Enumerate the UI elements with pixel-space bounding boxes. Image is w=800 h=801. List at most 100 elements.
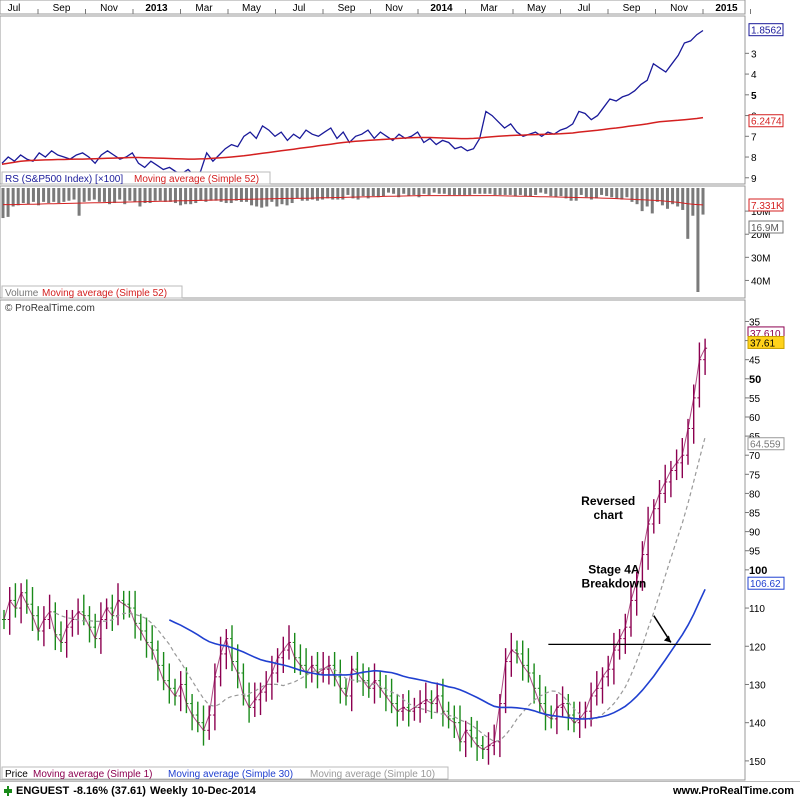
volume-bar bbox=[11, 188, 15, 207]
volume-legend-label: Volume bbox=[5, 288, 39, 299]
volume-bar bbox=[645, 188, 649, 207]
volume-panel-frame bbox=[0, 185, 746, 299]
volume-bar bbox=[650, 188, 654, 214]
volume-bar bbox=[427, 188, 431, 195]
price-tick-label: 140 bbox=[749, 719, 766, 730]
rs-last-value: 1.8562 bbox=[751, 26, 782, 37]
price-tick-label: 35 bbox=[749, 317, 761, 328]
volume-bar bbox=[392, 188, 396, 194]
price-tick-label: 95 bbox=[749, 547, 761, 558]
price-tick-label: 75 bbox=[749, 470, 761, 481]
candlestick-icon bbox=[4, 786, 12, 796]
volume-bar bbox=[442, 188, 446, 194]
volume-bar bbox=[366, 188, 370, 199]
volume-bar bbox=[437, 188, 441, 194]
volume-bar bbox=[133, 188, 137, 202]
volume-bar bbox=[488, 188, 492, 194]
price-panel-frame bbox=[0, 299, 746, 781]
ma-simple-10-last-value-box bbox=[747, 437, 785, 451]
volume-bar bbox=[468, 188, 472, 195]
volume-bar bbox=[483, 188, 487, 194]
time-axis-label: Sep bbox=[53, 3, 71, 14]
volume-bar bbox=[57, 188, 61, 204]
volume-bar bbox=[523, 188, 527, 197]
volume-bar bbox=[630, 188, 634, 202]
volume-bar bbox=[473, 188, 477, 194]
volume-bar bbox=[26, 188, 30, 205]
volume-bar bbox=[153, 188, 157, 201]
volume-bar bbox=[1, 188, 5, 219]
footer-url[interactable]: www.ProRealTime.com bbox=[672, 785, 794, 797]
time-axis-label: May bbox=[242, 3, 261, 14]
rs-panel-frame bbox=[0, 15, 746, 185]
time-axis-label: Jul bbox=[578, 3, 591, 14]
price-legend-box bbox=[1, 766, 449, 780]
price-legend-label: Moving average (Simple 1) bbox=[33, 769, 153, 780]
time-axis-label: Nov bbox=[100, 3, 118, 14]
volume-bar bbox=[67, 188, 71, 201]
volume-bar bbox=[346, 188, 350, 195]
volume-bar bbox=[625, 188, 629, 198]
price-tick-label: 150 bbox=[749, 757, 766, 768]
volume-bar bbox=[605, 188, 609, 197]
volume-bar bbox=[143, 188, 147, 204]
volume-bar bbox=[336, 188, 340, 200]
volume-bar bbox=[214, 188, 218, 201]
volume-bar bbox=[397, 188, 401, 198]
volume-ma-last-value: 7.331K bbox=[751, 201, 783, 212]
volume-bar bbox=[37, 188, 41, 206]
volume-bar bbox=[463, 188, 467, 195]
volume-bar bbox=[620, 188, 624, 200]
volume-bar bbox=[326, 188, 330, 199]
volume-bar bbox=[265, 188, 269, 207]
volume-tick-label: 40M bbox=[751, 276, 770, 287]
volume-bar bbox=[123, 188, 127, 205]
volume-bar bbox=[412, 188, 416, 195]
price-line bbox=[3, 347, 706, 751]
rs-legend-label: RS (S&P500 Index) [×100] bbox=[5, 174, 123, 185]
volume-bar bbox=[544, 188, 548, 194]
time-axis-label: 2013 bbox=[145, 3, 168, 14]
price-legend-label: Moving average (Simple 30) bbox=[168, 769, 293, 780]
volume-bar bbox=[341, 188, 345, 200]
chart-svg: Jul Sep Nov 2013 Mar May Jul Sep Nov 2014 Mar May Ju… bbox=[0, 0, 785, 781]
volume-bar bbox=[529, 188, 533, 197]
volume-bar bbox=[21, 188, 25, 204]
time-axis-label: Jul bbox=[8, 3, 21, 14]
price-last-value-box bbox=[747, 335, 785, 349]
volume-bar bbox=[600, 188, 604, 195]
ma-simple-1-last-value: 37.610 bbox=[750, 329, 781, 340]
volume-bar bbox=[498, 188, 502, 195]
volume-bar bbox=[676, 188, 680, 207]
volume-bar bbox=[6, 188, 10, 217]
volume-bar bbox=[300, 188, 304, 201]
volume-bar bbox=[447, 188, 451, 195]
volume-bar bbox=[559, 188, 563, 197]
volume-tick-label: 20M bbox=[751, 230, 770, 241]
volume-bar bbox=[275, 188, 279, 207]
price-tick-label: 70 bbox=[749, 451, 761, 462]
volume-bar bbox=[260, 188, 264, 208]
volume-bar bbox=[113, 188, 117, 204]
volume-bar bbox=[295, 188, 299, 199]
volume-bar bbox=[635, 188, 639, 205]
volume-bar bbox=[671, 188, 675, 205]
volume-tick-label: 10M bbox=[751, 207, 770, 218]
volume-bar bbox=[549, 188, 553, 197]
volume-bar bbox=[189, 188, 193, 205]
volume-bar bbox=[534, 188, 538, 195]
price-last-value: 37.61 bbox=[750, 338, 775, 349]
ma-simple-30-last-value-box bbox=[747, 576, 785, 590]
volume-bar bbox=[310, 188, 314, 200]
volume-bar bbox=[92, 188, 96, 200]
volume-bar bbox=[163, 188, 167, 202]
chart-annotation-text: Reversed bbox=[581, 494, 635, 508]
volume-bar bbox=[290, 188, 294, 204]
volume-bar bbox=[432, 188, 436, 193]
volume-bar bbox=[173, 188, 177, 204]
volume-ma-line bbox=[3, 195, 704, 206]
volume-bar bbox=[250, 188, 254, 206]
time-axis-label: Mar bbox=[480, 3, 498, 14]
volume-bar bbox=[513, 188, 517, 197]
rs-ma-last-value: 6.2474 bbox=[751, 117, 782, 128]
